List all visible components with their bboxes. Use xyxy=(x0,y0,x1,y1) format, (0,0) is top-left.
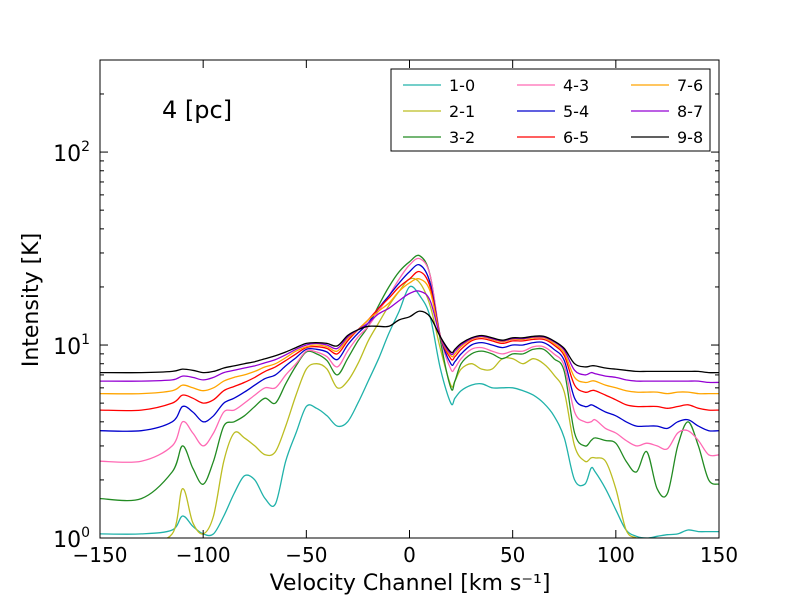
plot-frame xyxy=(99,59,720,539)
y-tick-label: 101 xyxy=(53,332,90,360)
legend-label-7-6: 7-6 xyxy=(677,76,703,95)
legend-label-5-4: 5-4 xyxy=(563,102,589,121)
y-tick-exponent: 0 xyxy=(81,525,90,541)
x-tick-label: 150 xyxy=(700,543,738,567)
series-line-9-8 xyxy=(100,310,719,374)
x-tick-label: −100 xyxy=(176,543,231,567)
legend-frame xyxy=(390,68,711,152)
series-line-7-6 xyxy=(100,278,719,395)
series-line-4-3 xyxy=(100,257,719,463)
x-tick-label: −150 xyxy=(73,543,128,567)
legend-label-1-0: 1-0 xyxy=(449,76,475,95)
series-line-3-2 xyxy=(100,254,719,502)
y-tick-exponent: 2 xyxy=(81,139,90,155)
legend-label-4-3: 4-3 xyxy=(563,76,589,95)
x-axis-label: Velocity Channel [km s⁻¹] xyxy=(270,571,551,596)
legend-label-8-7: 8-7 xyxy=(677,102,703,121)
series-layer xyxy=(100,254,719,538)
legend: 1-0 2-1 3-2 4-3 5-4 6-5 7-6 8-7 9-8 xyxy=(390,68,711,152)
y-axis-label: Intensity [K] xyxy=(19,233,44,367)
y-tick-exponent: 1 xyxy=(81,332,90,348)
legend-label-6-5: 6-5 xyxy=(563,128,589,147)
series-line-6-5 xyxy=(100,270,719,412)
series-line-1-0 xyxy=(100,285,719,538)
y-tick-label: 102 xyxy=(53,139,90,167)
legend-label-9-8: 9-8 xyxy=(677,128,703,147)
series-line-8-7 xyxy=(100,290,719,384)
series-line-5-4 xyxy=(100,263,719,432)
x-tick-label: 50 xyxy=(500,543,525,567)
x-tick-label: −50 xyxy=(285,543,327,567)
x-tick-label: 0 xyxy=(403,543,416,567)
legend-label-3-2: 3-2 xyxy=(449,128,475,147)
plot-annotation: 4 [pc] xyxy=(162,96,232,124)
x-tick-label: 100 xyxy=(597,543,635,567)
legend-label-2-1: 2-1 xyxy=(449,102,475,121)
